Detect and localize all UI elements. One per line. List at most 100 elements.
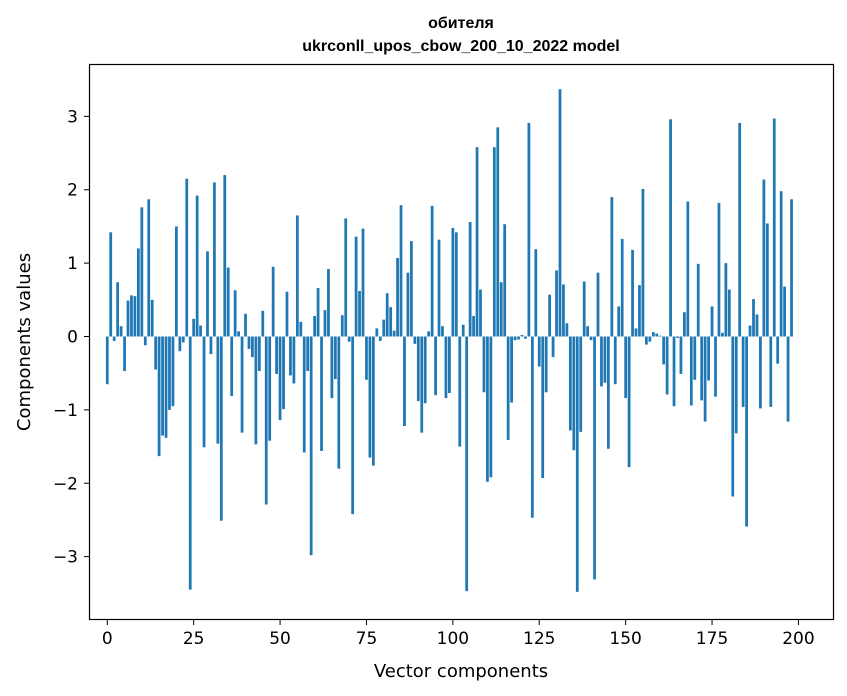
bar-82 — [389, 307, 393, 337]
bar-53 — [289, 336, 292, 376]
bar-113 — [496, 127, 500, 337]
bar-158 — [651, 332, 655, 337]
bar-107 — [475, 147, 479, 337]
bar-187 — [752, 299, 755, 337]
bar-185 — [745, 336, 748, 527]
bar-79 — [378, 336, 382, 341]
bar-141 — [593, 336, 596, 580]
bar-48 — [271, 266, 275, 337]
bar-89 — [413, 336, 417, 344]
bar-22 — [181, 336, 185, 343]
bar-166 — [679, 336, 683, 374]
chart-title-line1: обителя — [428, 15, 494, 32]
bar-55 — [295, 215, 299, 337]
bar-36 — [230, 336, 234, 396]
bar-74 — [361, 228, 365, 337]
bar-197 — [786, 336, 790, 422]
bar-19 — [171, 336, 175, 407]
bar-54 — [292, 336, 296, 384]
bar-42 — [251, 336, 254, 358]
bar-3 — [116, 282, 120, 337]
bar-181 — [731, 336, 735, 497]
bar-46 — [264, 336, 268, 505]
bar-130 — [555, 270, 558, 337]
bar-172 — [700, 336, 704, 401]
bar-161 — [662, 336, 666, 365]
bar-65 — [330, 336, 334, 399]
y-tick-label: −2 — [53, 474, 78, 494]
bar-39 — [240, 336, 244, 433]
bar-131 — [558, 89, 562, 337]
bar-20 — [175, 226, 178, 337]
bar-14 — [154, 336, 158, 370]
bar-156 — [645, 336, 648, 345]
bar-0 — [105, 336, 109, 385]
bar-129 — [551, 336, 555, 358]
bar-10 — [140, 207, 144, 337]
bar-143 — [600, 336, 603, 387]
bar-21 — [178, 336, 182, 352]
bar-144 — [603, 336, 607, 383]
x-tick-label: 25 — [183, 629, 205, 649]
bar-76 — [368, 336, 372, 458]
bar-66 — [333, 336, 337, 380]
bar-115 — [503, 224, 507, 337]
bar-78 — [375, 328, 379, 337]
bar-28 — [202, 336, 206, 448]
bar-27 — [199, 325, 202, 337]
bar-17 — [164, 336, 168, 438]
bar-47 — [268, 336, 272, 441]
bar-139 — [586, 326, 590, 337]
bar-112 — [492, 147, 496, 337]
y-axis-ticks: −3 −2 −1 0 1 2 3 — [53, 107, 90, 568]
bar-175 — [710, 306, 714, 337]
bar-154 — [638, 285, 641, 337]
bar-189 — [759, 336, 762, 409]
bar-116 — [506, 336, 510, 440]
bar-151 — [627, 336, 631, 468]
bar-109 — [482, 336, 486, 393]
bar-92 — [423, 336, 427, 404]
y-tick-label: −1 — [53, 401, 78, 421]
bar-157 — [648, 336, 652, 342]
bar-96 — [437, 239, 441, 337]
bar-170 — [693, 336, 697, 380]
bar-67 — [337, 336, 341, 469]
x-tick-label: 50 — [269, 629, 291, 649]
bar-164 — [672, 336, 676, 407]
x-tick-label: 125 — [523, 629, 555, 649]
bar-73 — [358, 291, 361, 337]
bar-52 — [285, 291, 289, 337]
bar-137 — [579, 336, 583, 432]
bar-184 — [741, 336, 745, 407]
bar-37 — [233, 290, 237, 337]
bar-167 — [683, 312, 686, 337]
bar-198 — [790, 199, 793, 337]
bar-169 — [689, 336, 693, 406]
x-tick-label: 100 — [437, 629, 469, 649]
bar-133 — [565, 323, 569, 337]
bar-9 — [137, 248, 140, 337]
bar-122 — [527, 122, 531, 337]
bar-95 — [434, 336, 437, 396]
bar-182 — [734, 336, 738, 434]
bar-51 — [282, 336, 285, 410]
bar-160 — [658, 335, 662, 337]
bar-180 — [727, 289, 731, 337]
bar-62 — [320, 336, 323, 451]
chart-title-line2: ukrconll_upos_cbow_200_10_2022 model — [302, 38, 619, 55]
bar-56 — [299, 321, 303, 337]
bar-153 — [634, 328, 638, 337]
bar-174 — [707, 336, 710, 381]
bar-152 — [631, 249, 634, 337]
y-tick-label: −3 — [53, 548, 78, 568]
bar-101 — [454, 232, 458, 337]
bar-140 — [589, 336, 593, 341]
bars-group — [105, 89, 793, 592]
bar-125 — [537, 336, 541, 367]
bar-99 — [448, 336, 451, 393]
bar-70 — [347, 336, 351, 342]
bar-12 — [147, 199, 151, 337]
bar-155 — [641, 189, 645, 337]
bar-195 — [779, 191, 783, 337]
